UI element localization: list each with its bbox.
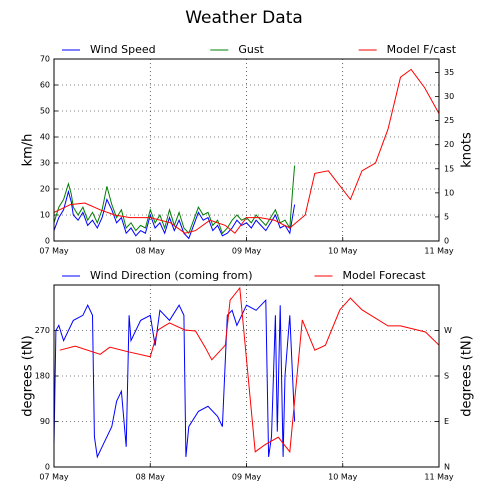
- series-line: [59, 286, 440, 454]
- y-tick-label: 30: [40, 159, 50, 168]
- y2-tick-label: N: [444, 463, 450, 472]
- y-tick-label: 40: [40, 133, 50, 142]
- y2-axis-label: knots: [460, 132, 475, 168]
- y-tick-label: 10: [40, 211, 50, 220]
- x-tick-label: 07 May: [39, 247, 69, 256]
- series-line: [53, 68, 440, 234]
- y2-tick-label: 10: [444, 188, 454, 197]
- y2-tick-label: 15: [444, 164, 454, 173]
- x-tick-label: 11 May: [424, 247, 454, 256]
- x-tick-label: 09 May: [232, 247, 262, 256]
- y2-tick-label: S: [444, 372, 449, 381]
- y2-axis-label: degrees (tN): [460, 335, 475, 416]
- y-tick-label: 70: [40, 55, 50, 64]
- series-line: [53, 298, 296, 459]
- y2-tick-label: E: [444, 417, 449, 426]
- y-tick-label: 0: [45, 463, 50, 472]
- x-tick-label: 08 May: [136, 473, 166, 482]
- y-tick-label: 20: [40, 185, 50, 194]
- legend-label: Gust: [238, 43, 264, 56]
- y2-tick-label: 20: [444, 140, 454, 149]
- x-tick-label: 10 May: [328, 473, 358, 482]
- y2-tick-label: 5: [444, 212, 449, 221]
- legend-label: Wind Speed: [90, 43, 156, 56]
- y-tick-label: 60: [40, 81, 50, 90]
- y-tick-label: 90: [40, 417, 50, 426]
- y2-tick-label: 25: [444, 116, 454, 125]
- y-axis-label: degrees (tN): [21, 335, 36, 416]
- x-tick-label: 09 May: [232, 473, 262, 482]
- plot-frame: [53, 284, 440, 468]
- y-tick-label: 270: [35, 326, 50, 335]
- x-tick-label: 10 May: [328, 247, 358, 256]
- x-tick-label: 11 May: [424, 473, 454, 482]
- figure-title: Weather Data: [185, 8, 303, 28]
- plot-frame: [53, 58, 440, 242]
- y2-tick-label: W: [444, 326, 452, 335]
- y-tick-label: 180: [35, 372, 50, 381]
- x-tick-label: 07 May: [39, 473, 69, 482]
- y2-tick-label: 30: [444, 92, 454, 101]
- y-tick-label: 0: [45, 237, 50, 246]
- y-axis-label: km/h: [21, 134, 36, 167]
- x-tick-label: 08 May: [136, 247, 166, 256]
- y-tick-label: 50: [40, 107, 50, 116]
- legend-label: Model F/cast: [387, 43, 457, 56]
- y2-tick-label: 0: [444, 237, 449, 246]
- y2-tick-label: 35: [444, 68, 454, 77]
- legend-label: Wind Direction (coming from): [90, 269, 253, 282]
- legend-label: Model Forecast: [343, 269, 427, 282]
